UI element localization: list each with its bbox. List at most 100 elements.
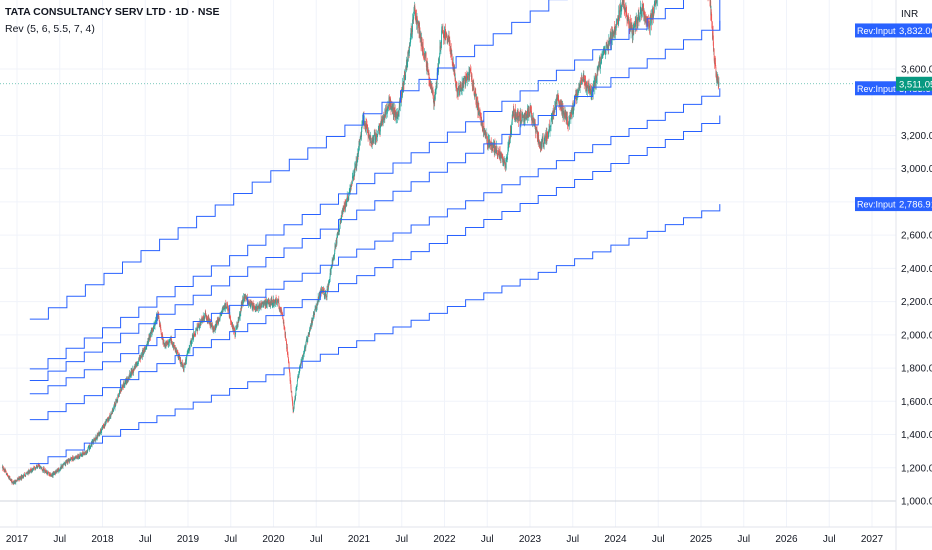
candle-body (482, 122, 484, 131)
candle-body (454, 72, 456, 79)
candle-body (373, 138, 375, 144)
candle-body (273, 299, 275, 304)
candle-body (381, 120, 382, 125)
candle-body (459, 84, 461, 92)
candle-body (303, 353, 305, 355)
candle-body (375, 137, 376, 141)
candle-body (460, 84, 462, 91)
candle-body (214, 327, 215, 331)
candle-body (39, 465, 40, 468)
candle-body (316, 306, 317, 309)
candle-body (580, 80, 581, 84)
candle-body (227, 303, 228, 309)
candle-body (95, 436, 97, 440)
candle-body (457, 90, 459, 92)
candle-body (624, 7, 626, 10)
candle-body (284, 334, 286, 336)
candle-body (557, 94, 559, 100)
candle-body (305, 341, 307, 344)
candle-body (433, 95, 434, 103)
candle-body (621, 3, 623, 6)
indicator-legend[interactable]: Rev (5, 6, 5.5, 7, 4) (5, 23, 95, 35)
candle-body (500, 153, 502, 159)
candle-body (265, 300, 267, 306)
candle-body (382, 123, 384, 125)
candle-body (271, 298, 273, 305)
candle-body (263, 304, 265, 306)
candle-body (108, 416, 109, 420)
price-tick-label: 3,000.00 (901, 164, 932, 175)
candle-body (334, 252, 335, 256)
candle-body (711, 12, 712, 21)
candle-body (356, 158, 358, 163)
candle-body (605, 50, 606, 53)
candle-body (46, 471, 48, 474)
candle-body (131, 370, 133, 376)
candle-body (466, 77, 468, 81)
candle-body (342, 211, 343, 213)
candle-body (156, 316, 157, 320)
candle-body (18, 479, 19, 481)
candle-body (97, 435, 99, 438)
candle-body (13, 482, 14, 484)
line-value-label: 2,786.91 (899, 200, 932, 211)
candle-body (343, 206, 345, 210)
candle-body (487, 147, 489, 149)
candle-body (507, 147, 509, 153)
candle-body (215, 322, 217, 326)
candle-body (79, 454, 81, 456)
candle-body (714, 61, 715, 64)
candle-body (503, 161, 505, 163)
candle-body (425, 58, 427, 63)
candle-body (399, 100, 401, 107)
candle-body (636, 25, 638, 27)
price-tick-label: 1,800.00 (901, 364, 932, 375)
candle-body (193, 332, 194, 339)
candle-body (645, 17, 646, 23)
candle-body (316, 302, 318, 308)
candle-body (176, 350, 177, 355)
candle-body (590, 89, 592, 95)
candle-body (562, 105, 564, 117)
candle-body (34, 467, 36, 470)
candle-body (438, 56, 440, 62)
candle-body (406, 61, 408, 69)
candle-body (215, 326, 216, 329)
candle-body (503, 159, 504, 163)
candle-body (364, 124, 366, 125)
candle-body (60, 467, 61, 470)
candle-body (407, 61, 408, 63)
candle-body (225, 303, 227, 309)
candle-body (563, 111, 565, 113)
candle-body (207, 319, 209, 322)
candle-body (114, 404, 116, 407)
candle-body (261, 304, 263, 308)
candle-body (384, 110, 386, 120)
candle-body (435, 91, 436, 94)
candle-body (46, 471, 47, 473)
candle-body (524, 118, 526, 121)
candle-body (451, 55, 453, 63)
candle-body (513, 108, 515, 115)
candle-body (151, 332, 153, 335)
candle-body (93, 439, 95, 441)
time-tick-label: 2021 (348, 534, 371, 545)
candle-body (113, 407, 114, 411)
time-tick-label: Jul (481, 534, 494, 545)
candle-body (17, 478, 19, 481)
candle-body (47, 472, 49, 473)
candle-body (463, 77, 465, 88)
candle-body (607, 47, 609, 49)
candle-body (596, 68, 598, 78)
candle-body (64, 463, 66, 465)
candle-body (712, 32, 714, 41)
candle-body (289, 368, 290, 371)
candle-body (533, 118, 534, 120)
candle-body (298, 373, 299, 378)
candle-body (331, 266, 333, 268)
candle-body (403, 75, 405, 85)
candle-body (33, 467, 35, 469)
symbol-title[interactable]: TATA CONSULTANCY SERV LTD · 1D · NSE (5, 6, 220, 18)
candle-body (434, 94, 436, 101)
